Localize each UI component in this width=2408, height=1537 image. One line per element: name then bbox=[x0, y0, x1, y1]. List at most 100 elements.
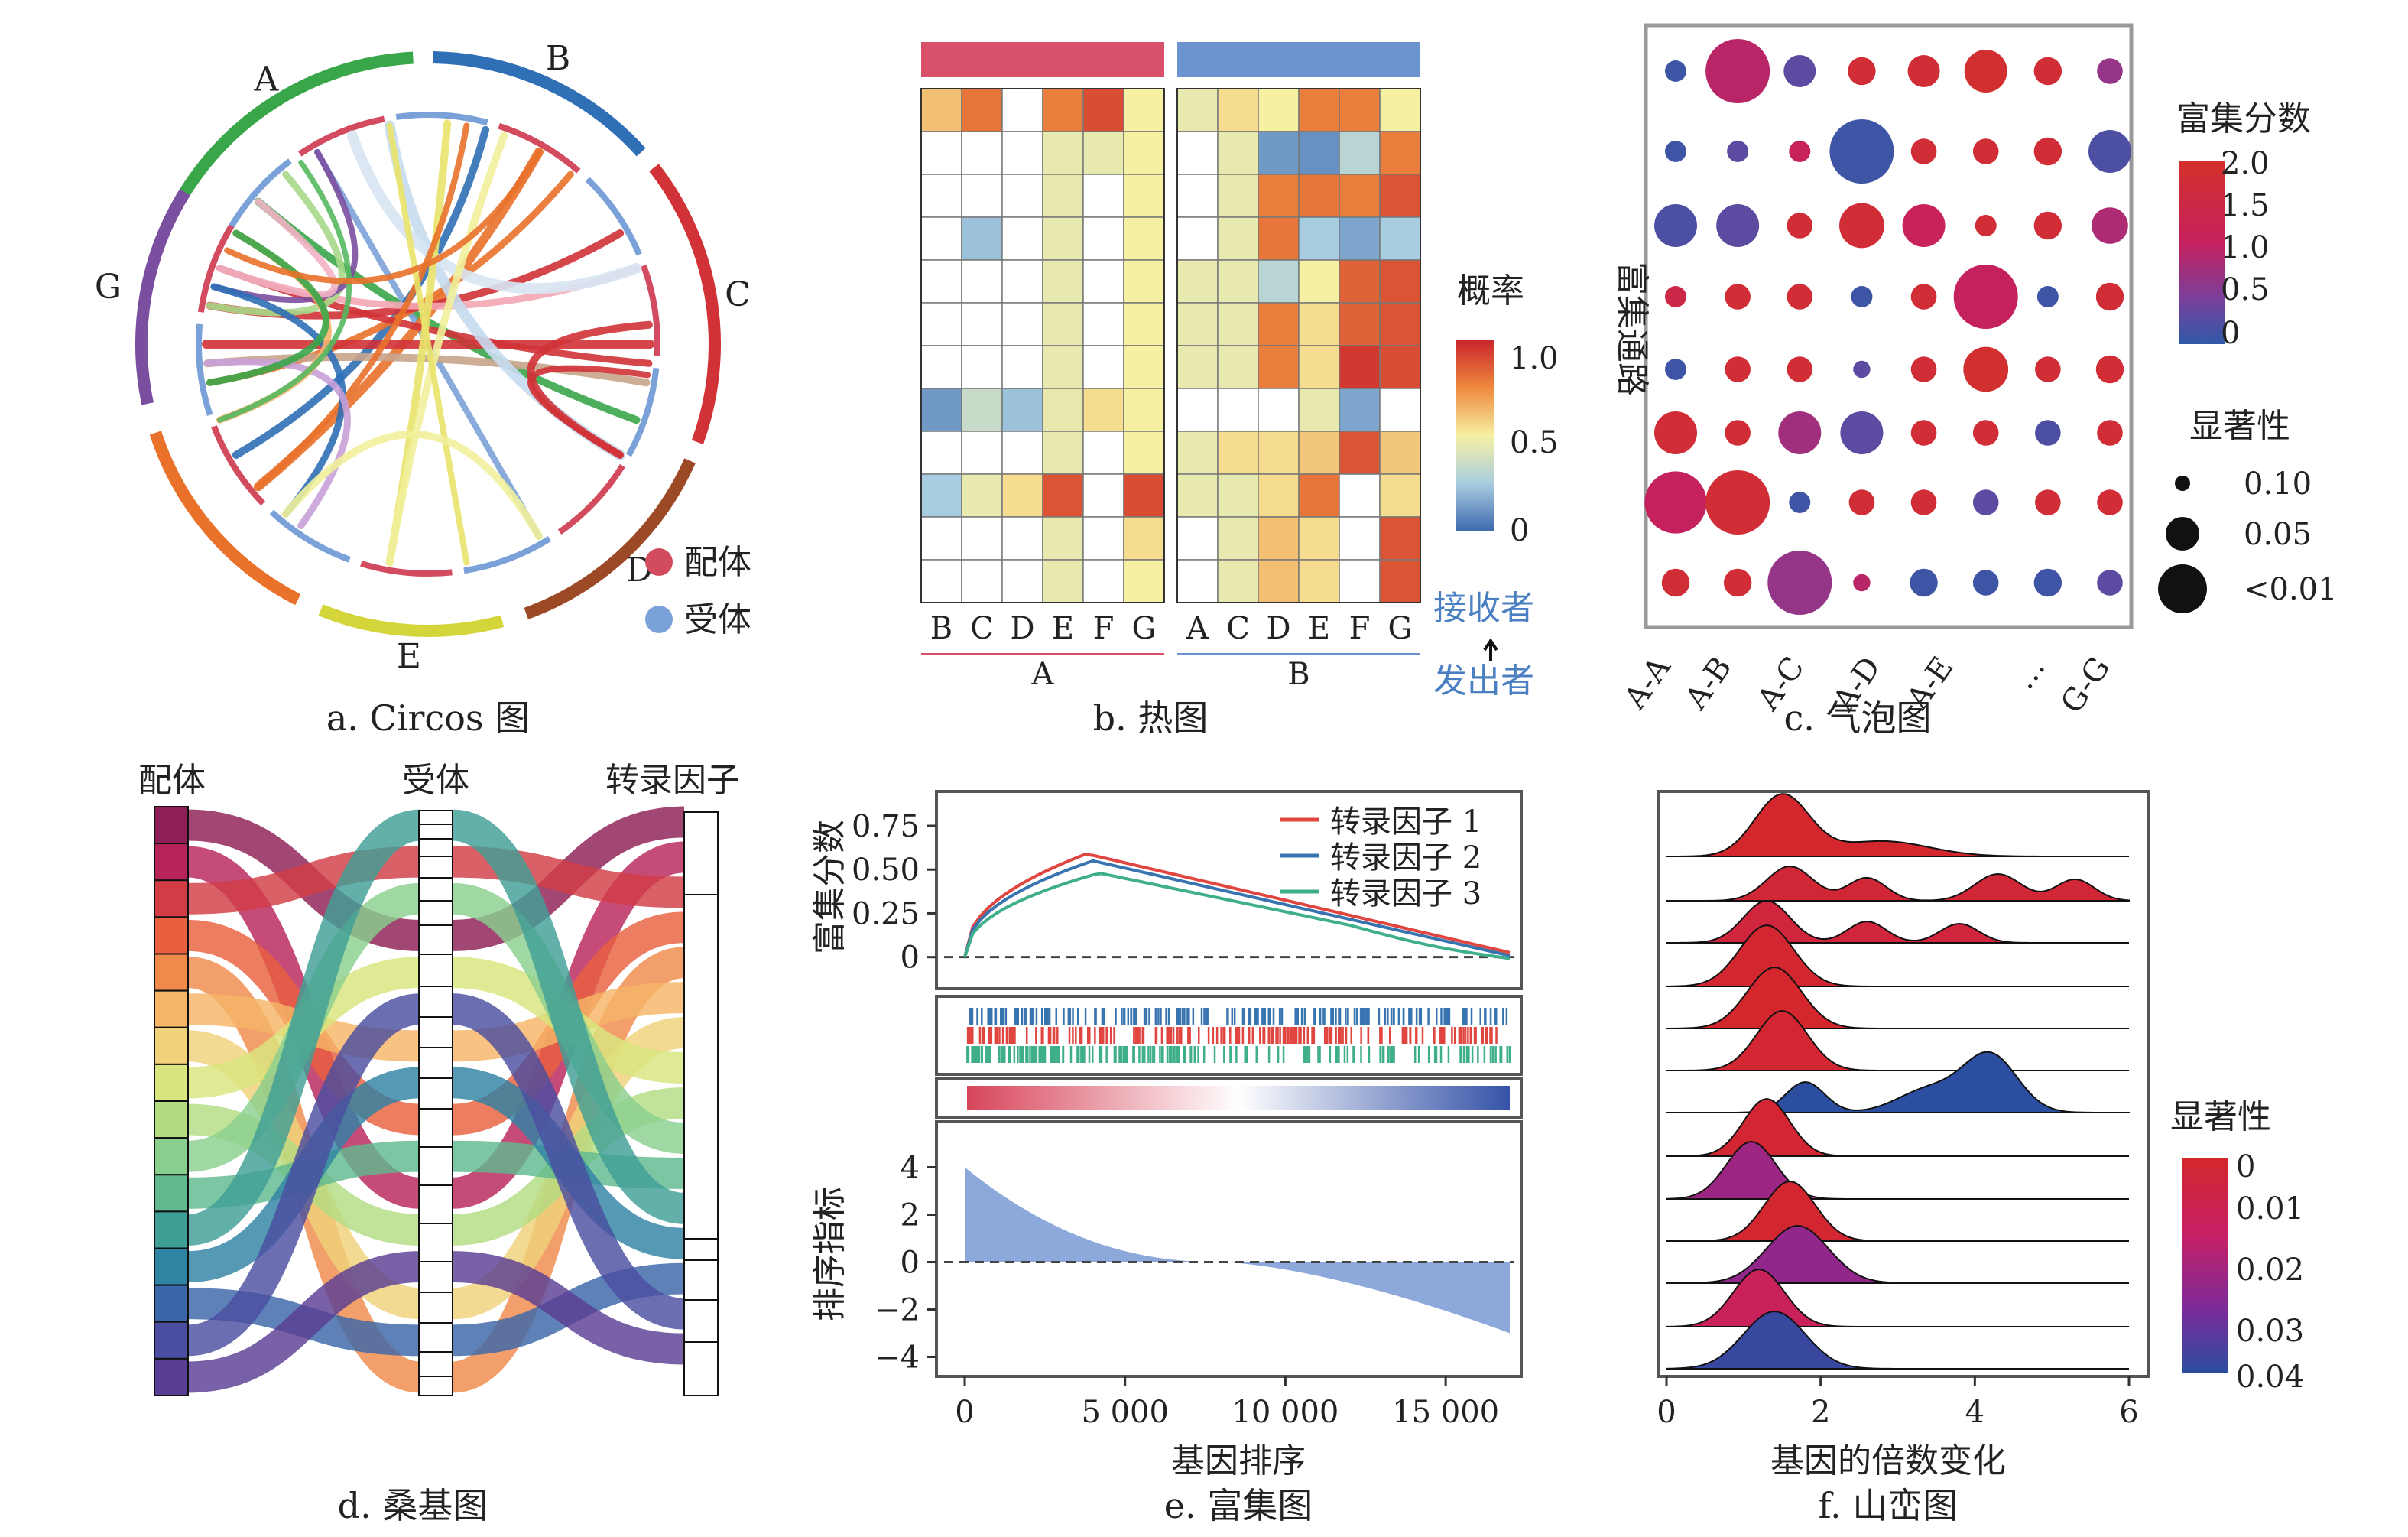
circos-legend-swatch bbox=[645, 548, 673, 576]
heatmap-cell bbox=[1176, 174, 1219, 218]
heatmap-cell bbox=[1176, 302, 1219, 346]
circos-legend-label: 受体 bbox=[684, 600, 751, 639]
sankey-ligand-node bbox=[154, 953, 189, 992]
heatmap-cell bbox=[961, 88, 1003, 132]
bubble-legend-size-dot bbox=[2175, 476, 2190, 491]
heatmap-annot-sender: 发出者 bbox=[1433, 661, 1534, 700]
heatmap-cell bbox=[1379, 388, 1421, 432]
heatmap-cell bbox=[1042, 516, 1084, 561]
sankey-flow bbox=[187, 993, 422, 1357]
caption-f: f. 山峦图 bbox=[1819, 1485, 1959, 1526]
bubble-legend-size-label: 0.10 bbox=[2244, 466, 2312, 502]
circos-chord bbox=[255, 122, 470, 490]
bubble-point bbox=[2033, 568, 2062, 597]
circos-sector-F bbox=[149, 431, 301, 606]
bubble-point bbox=[1787, 213, 1813, 239]
heatmap-cell bbox=[1298, 259, 1340, 304]
heatmap-cell bbox=[1123, 516, 1165, 561]
enrich-legend-label: 转录因子 3 bbox=[1330, 876, 1481, 911]
ridge-legend-tick: 0.04 bbox=[2236, 1360, 2304, 1395]
heatmap-cell bbox=[1258, 174, 1300, 218]
heatmap-cell bbox=[1298, 345, 1340, 389]
sankey-ligand-node bbox=[154, 1063, 189, 1102]
heatmap-cell bbox=[1042, 259, 1084, 304]
enrich-ytick-label: 4 bbox=[901, 1151, 920, 1186]
heatmap-col-label: E bbox=[1052, 611, 1074, 646]
heatmap-cell bbox=[1042, 216, 1084, 261]
heatmap-cell bbox=[1082, 559, 1124, 603]
enrich-legend-label: 转录因子 2 bbox=[1330, 840, 1481, 876]
enrich-ytick-label: 2 bbox=[901, 1198, 920, 1233]
heatmap-legend-bar bbox=[1456, 340, 1494, 531]
bubble-legend-color-title: 富集分数 bbox=[2176, 99, 2311, 138]
heatmap-cell bbox=[1379, 559, 1421, 603]
sankey-tf-node bbox=[683, 1299, 719, 1343]
circos-inner-segment bbox=[395, 112, 488, 126]
heatmap-cell bbox=[1176, 216, 1219, 261]
heatmap-frame bbox=[920, 88, 1165, 603]
heatmap-cell bbox=[1042, 302, 1084, 346]
bubble-point bbox=[1910, 420, 1937, 446]
heatmap-cell bbox=[1379, 174, 1421, 218]
bubble-point bbox=[1778, 411, 1822, 454]
bubble-point bbox=[1848, 489, 1875, 515]
arrow-up-icon bbox=[1483, 638, 1498, 661]
caption-c: c. 气泡图 bbox=[1783, 697, 1931, 739]
heatmap-cell bbox=[920, 431, 962, 475]
heatmap-cell bbox=[1123, 388, 1165, 432]
bubble-legend-color-tick: 2.0 bbox=[2221, 146, 2270, 181]
bubble-point bbox=[1853, 360, 1871, 379]
bubble-point bbox=[1910, 138, 1937, 164]
circos-sector-D bbox=[524, 458, 696, 619]
heatmap-group-bar-A bbox=[921, 42, 1164, 77]
circos-sector-label-B: B bbox=[546, 39, 570, 78]
sankey-receptor-node bbox=[418, 1047, 453, 1079]
bubble-point bbox=[1723, 568, 1752, 597]
heatmap-cell bbox=[1298, 388, 1340, 432]
sankey-ligand-node bbox=[154, 1284, 189, 1323]
heatmap-cell bbox=[1217, 473, 1259, 518]
circos-chord bbox=[203, 358, 351, 530]
heatmap-cell bbox=[1001, 559, 1043, 603]
heatmap-cell bbox=[920, 559, 962, 603]
bubble-point bbox=[1665, 60, 1686, 82]
heatmap-cell bbox=[1339, 559, 1381, 603]
heatmap-cell bbox=[1217, 302, 1259, 346]
bubble-point bbox=[1975, 215, 1997, 236]
bubble-point bbox=[2092, 207, 2128, 244]
enrich-rank-area bbox=[965, 1167, 1510, 1334]
heatmap-legend-tick: 0.5 bbox=[1510, 425, 1559, 460]
bubble-point bbox=[1789, 492, 1811, 513]
heatmap-cell bbox=[1176, 131, 1219, 175]
sankey-ligand-node bbox=[154, 1137, 189, 1176]
bubble-point bbox=[2097, 58, 2123, 84]
circos-sector-label-A: A bbox=[253, 60, 279, 99]
heatmap-cell bbox=[1217, 174, 1259, 218]
sankey-ligand-node bbox=[154, 879, 189, 918]
circos-sector-E bbox=[318, 604, 505, 637]
heatmap-cell bbox=[1339, 88, 1381, 132]
sankey-flow bbox=[451, 993, 686, 1330]
bubble-point bbox=[1829, 119, 1894, 184]
heatmap-cell bbox=[920, 259, 962, 304]
circos-legend-swatch bbox=[645, 606, 673, 633]
bubble-point bbox=[1727, 141, 1749, 162]
heatmap-cell bbox=[1217, 516, 1259, 561]
heatmap-cell bbox=[920, 388, 962, 432]
ridge-xtick-label: 6 bbox=[2119, 1395, 2138, 1430]
ridge-legend-title: 显著性 bbox=[2170, 1097, 2271, 1136]
heatmap-cell bbox=[1339, 431, 1381, 475]
sankey-flow bbox=[187, 1251, 421, 1393]
heatmap-cell bbox=[920, 516, 962, 561]
bubble-point bbox=[2097, 570, 2123, 596]
heatmap-cell bbox=[1082, 302, 1124, 346]
heatmap-cell bbox=[1123, 174, 1165, 218]
bubble-point bbox=[1661, 568, 1690, 597]
bubble-frame bbox=[1644, 23, 2134, 629]
sankey-receptor-node bbox=[418, 1108, 453, 1148]
bubble-legend-size-dot bbox=[2158, 564, 2207, 613]
ridge-legend-bar bbox=[2182, 1158, 2228, 1373]
bubble-point bbox=[1705, 470, 1770, 535]
